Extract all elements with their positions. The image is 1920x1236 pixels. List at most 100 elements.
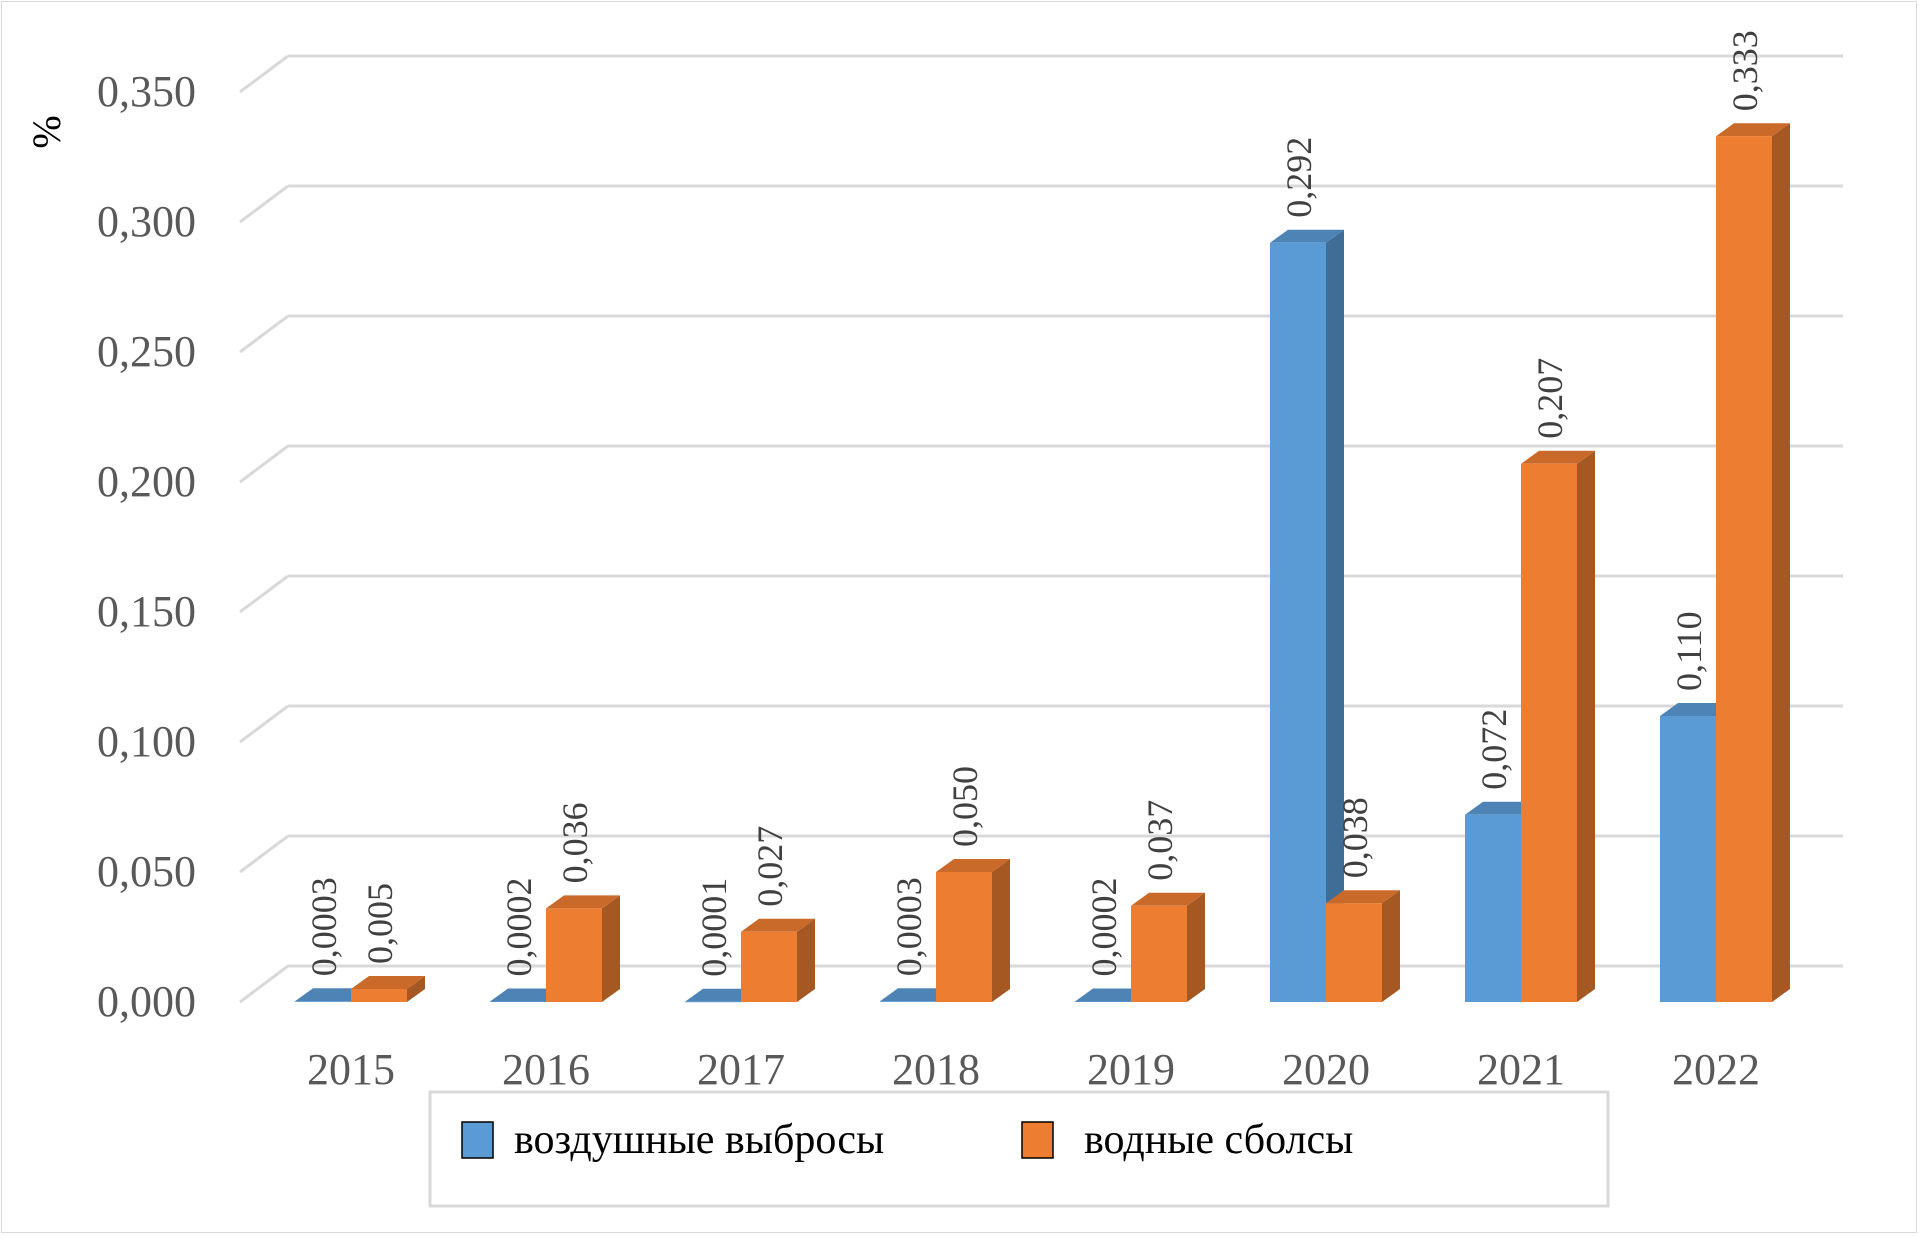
- bar-top: [295, 988, 369, 1002]
- bar-top: [1521, 450, 1595, 464]
- bar-front: [546, 908, 602, 1002]
- bar-front: [1131, 905, 1187, 1002]
- y-tick-label: 0,000: [97, 977, 196, 1026]
- bar-2019-series-1: [1131, 892, 1205, 1002]
- bar-side: [602, 895, 620, 1002]
- bar-side: [797, 918, 815, 1002]
- bar-front: [880, 1001, 936, 1002]
- bar-front: [1075, 1001, 1131, 1002]
- bar-top: [490, 988, 564, 1002]
- bar-top: [741, 918, 815, 932]
- gridline-diag: [239, 184, 289, 224]
- bar-2015-series-1: [351, 976, 425, 1002]
- y-axis-label: %: [24, 115, 69, 148]
- bar-front: [936, 872, 992, 1002]
- bar-top: [1270, 229, 1344, 243]
- bar-2020-series-0: [1270, 229, 1344, 1003]
- gridline-diag: [239, 704, 289, 744]
- bar-top: [880, 988, 954, 1002]
- x-tick-label: 2020: [1282, 1045, 1370, 1094]
- bar-front: [1716, 136, 1772, 1002]
- bar-side: [1772, 123, 1790, 1002]
- x-tick-label: 2016: [502, 1045, 590, 1094]
- bar-top: [685, 988, 759, 1002]
- data-label: 0,005: [360, 883, 400, 964]
- data-label: 0,333: [1725, 30, 1765, 111]
- bar-front: [1465, 814, 1521, 1002]
- legend-swatch-air: [461, 1121, 494, 1159]
- x-axis-tick-labels: 2015 2016 2017 2018 2019 2020 2021 2022: [307, 1045, 1760, 1094]
- data-label: 0,0002: [1084, 877, 1124, 976]
- y-tick-label: 0,300: [97, 197, 196, 246]
- data-label: 0,0002: [499, 877, 539, 976]
- x-tick-label: 2022: [1672, 1045, 1760, 1094]
- bar-front: [351, 989, 407, 1002]
- y-tick-label: 0,350: [97, 67, 196, 116]
- gridlines: [239, 54, 1843, 1004]
- bar-side: [1577, 450, 1595, 1002]
- data-label: 0,072: [1474, 709, 1514, 790]
- bar-2017-series-1: [741, 918, 815, 1002]
- y-tick-label: 0,250: [97, 327, 196, 376]
- legend-label-water: водные сболсы: [1084, 1117, 1353, 1163]
- data-label: 0,0003: [889, 877, 929, 976]
- data-label: 0,110: [1669, 611, 1709, 691]
- bar-top: [351, 976, 425, 989]
- legend-swatch-water: [1021, 1121, 1054, 1159]
- bar-front: [1521, 463, 1577, 1002]
- bar-side: [992, 859, 1010, 1002]
- bar-front: [1660, 716, 1716, 1002]
- bar-side: [407, 976, 425, 1002]
- bar-top: [936, 859, 1010, 872]
- bar-top: [1716, 123, 1790, 137]
- bar-2018-series-1: [936, 859, 1010, 1002]
- bar-top: [1075, 988, 1149, 1002]
- legend-label-air: воздушные выбросы: [514, 1117, 884, 1163]
- bar-top: [546, 895, 620, 909]
- data-label: 0,050: [945, 766, 985, 847]
- x-tick-label: 2015: [307, 1045, 395, 1094]
- bar-2022-series-1: [1716, 123, 1790, 1002]
- gridline-diag: [239, 314, 289, 354]
- y-tick-label: 0,050: [97, 847, 196, 896]
- data-label: 0,027: [750, 826, 790, 907]
- bar-top: [1465, 801, 1539, 815]
- gridline-diag: [239, 54, 289, 94]
- data-label: 0,038: [1335, 797, 1375, 878]
- gridline-diag: [239, 834, 289, 874]
- bar-front: [490, 1001, 546, 1002]
- x-tick-label: 2018: [892, 1045, 980, 1094]
- legend-box: [428, 1090, 1610, 1208]
- gridline-diag: [239, 574, 289, 614]
- data-labels: 0,0003 0,005 0,0002 0,036 0,0001 0,027 0,0003 0…: [304, 30, 1765, 977]
- bar-2021-series-1: [1521, 450, 1595, 1002]
- x-tick-label: 2017: [697, 1045, 785, 1094]
- x-tick-label: 2019: [1087, 1045, 1175, 1094]
- bar-front: [1270, 242, 1326, 1003]
- legend: воздушные выбросы водные сболсы: [428, 1090, 1610, 1208]
- bar-front: [741, 931, 797, 1002]
- y-tick-label: 0,200: [97, 457, 196, 506]
- data-label: 0,292: [1279, 137, 1319, 218]
- y-axis-tick-labels: 0,000 0,050 0,100 0,150 0,200 0,250 0,300 0,350: [97, 67, 196, 1026]
- gridline-diag: [239, 444, 289, 484]
- bar-2020-series-1: [1326, 890, 1400, 1002]
- bar-side: [1382, 890, 1400, 1002]
- data-label: 0,207: [1530, 358, 1570, 439]
- bar-front: [295, 1001, 351, 1002]
- bar-front: [1326, 903, 1382, 1002]
- bar-2016-series-1: [546, 895, 620, 1002]
- bar-side: [1187, 892, 1205, 1002]
- data-label: 0,037: [1140, 800, 1180, 881]
- y-tick-label: 0,100: [97, 717, 196, 766]
- bars: [295, 123, 1790, 1003]
- bar-front: [685, 1001, 741, 1003]
- bar-top: [1660, 703, 1734, 716]
- bar-side: [1326, 229, 1344, 1003]
- data-label: 0,036: [555, 802, 595, 883]
- bar-top: [1131, 892, 1205, 906]
- y-tick-label: 0,150: [97, 587, 196, 636]
- data-label: 0,0003: [304, 877, 344, 976]
- x-tick-label: 2021: [1477, 1045, 1565, 1094]
